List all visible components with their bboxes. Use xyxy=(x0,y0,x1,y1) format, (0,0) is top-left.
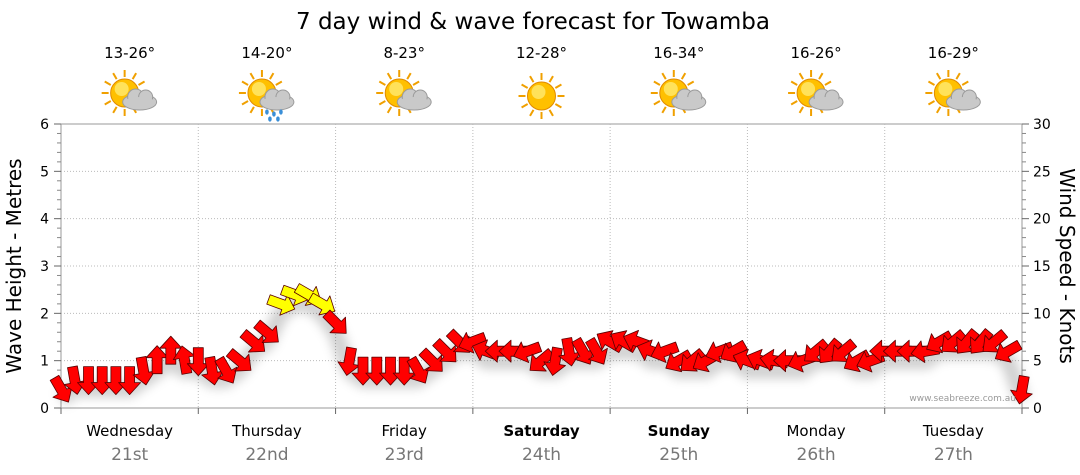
wind-arrow xyxy=(665,349,693,373)
axes: 0 1 2 3 4 5 6 0 5 10 15 20 25 30 xyxy=(40,117,1051,417)
y-left-axis-label: Wave Height - Metres xyxy=(2,158,26,373)
wind-arrow xyxy=(406,355,430,384)
y-right-tick-label: 20 xyxy=(1033,212,1051,228)
wind-arrow xyxy=(513,341,543,363)
day-date-label: 24th xyxy=(522,445,561,465)
day-date-label: 25th xyxy=(659,445,698,465)
weather-icons: 13-26° 14-20° 8-23° 12-28° 16-34° 16-26° 16-29… xyxy=(101,44,981,122)
y-left-tick-label: 5 xyxy=(40,164,49,180)
wind-arrows xyxy=(49,283,1033,405)
wind-arrow xyxy=(132,356,156,386)
day-date-label: 26th xyxy=(797,445,836,465)
chart-title: 7 day wind & wave forecast for Towamba xyxy=(296,9,770,35)
wind-arrow xyxy=(432,338,457,363)
temperature-label: 16-26° xyxy=(791,44,842,62)
wind-arrow xyxy=(337,346,361,376)
wind-arrow xyxy=(941,329,967,353)
partly-cloudy-icon xyxy=(925,70,981,116)
day-date-label: 27th xyxy=(934,445,973,465)
y-left-tick-label: 1 xyxy=(40,354,49,370)
temperature-label: 8-23° xyxy=(383,44,425,62)
day-name-label: Wednesday xyxy=(86,422,173,440)
wind-arrow xyxy=(994,339,1023,363)
y-right-tick-label: 5 xyxy=(1033,354,1042,370)
day-name-label: Monday xyxy=(786,422,845,440)
wind-arrow xyxy=(896,339,926,363)
y-right-axis-label: Wind Speed - Knots xyxy=(1055,168,1079,364)
wind-arrow xyxy=(159,335,183,365)
partly-cloudy-icon xyxy=(788,70,844,116)
temperature-label: 13-26° xyxy=(104,44,155,62)
wind-arrow xyxy=(225,348,252,372)
day-date-label: 21st xyxy=(111,445,148,465)
wind-arrow xyxy=(63,365,87,395)
wind-arrow xyxy=(1010,375,1033,405)
wind-arrow xyxy=(543,346,566,376)
wind-arrow xyxy=(145,345,169,375)
day-name-label: Thursday xyxy=(231,422,302,440)
credit-text: www.seabreeze.com.au xyxy=(909,394,1016,404)
day-name-label: Tuesday xyxy=(922,422,984,440)
wind-arrow xyxy=(956,328,980,354)
wind-arrow xyxy=(571,337,595,365)
wind-arrow xyxy=(926,330,954,354)
day-date-label: 23rd xyxy=(385,445,424,465)
wind-arrow xyxy=(322,309,347,334)
wind-arrow xyxy=(585,337,608,365)
wind-arrow xyxy=(773,349,802,373)
y-left-tick-label: 0 xyxy=(40,401,49,417)
y-right-tick-label: 0 xyxy=(1033,401,1042,417)
wind-arrow xyxy=(253,319,279,344)
temperature-label: 16-34° xyxy=(653,44,704,62)
temperature-label: 12-28° xyxy=(516,44,567,62)
partly-cloudy-icon xyxy=(101,70,158,116)
wind-arrow xyxy=(186,347,210,377)
wind-arrow xyxy=(418,347,443,372)
y-left-tick-label: 2 xyxy=(40,306,49,322)
day-name-label: Sunday xyxy=(648,422,711,440)
partly-cloudy-icon xyxy=(376,70,432,116)
y-left-tick-label: 4 xyxy=(40,212,49,228)
y-left-tick-label: 3 xyxy=(40,259,49,275)
wind-arrow xyxy=(172,345,196,375)
showers-icon xyxy=(238,70,295,122)
day-date-label: 22nd xyxy=(245,445,288,465)
day-name-label: Saturday xyxy=(503,422,580,440)
wind-arrow xyxy=(804,338,830,362)
wind-arrow xyxy=(214,355,238,384)
wind-arrow xyxy=(239,329,266,353)
partly-cloudy-icon xyxy=(650,70,707,116)
y-right-tick-label: 15 xyxy=(1033,259,1051,275)
wind-arrow xyxy=(982,329,1009,353)
day-labels: Wednesday 21st Thursday 22nd Friday 23rd Satur… xyxy=(86,422,984,465)
y-right-tick-label: 10 xyxy=(1033,306,1051,322)
wind-arrow xyxy=(458,331,488,354)
wind-arrow xyxy=(118,366,142,396)
wind-arrow xyxy=(498,339,528,363)
wind-arrow xyxy=(529,348,556,372)
wind-arrow xyxy=(650,341,680,363)
wind-arrow xyxy=(49,374,73,403)
temperature-label: 16-29° xyxy=(928,44,979,62)
sunny-icon xyxy=(518,73,565,119)
wind-arrow xyxy=(831,338,858,362)
y-left-tick-label: 6 xyxy=(40,117,49,133)
temperature-label: 14-20° xyxy=(241,44,292,62)
y-right-tick-label: 25 xyxy=(1033,164,1051,180)
wind-arrow xyxy=(266,294,296,316)
y-right-tick-label: 30 xyxy=(1033,117,1051,133)
day-name-label: Friday xyxy=(381,422,427,440)
